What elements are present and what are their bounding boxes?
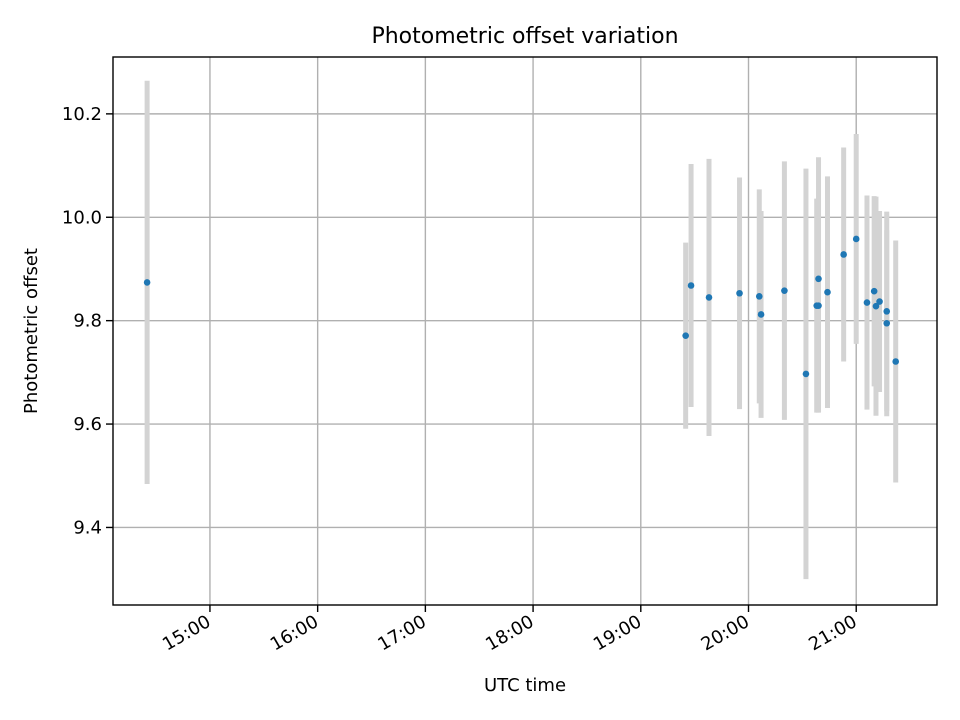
data-point (876, 298, 883, 305)
data-point (705, 294, 713, 301)
y-tick-label: 9.4 (73, 517, 102, 538)
data-point (840, 251, 847, 258)
data-point (824, 288, 831, 296)
y-tick-label: 9.6 (73, 414, 102, 435)
plot-frame (112, 56, 938, 606)
y-axis-ticks: 9.4 9.6 9.8 10.0 10.2 (62, 104, 113, 538)
data-point (687, 282, 695, 289)
data-point (736, 289, 743, 297)
y-tick-label: 10.0 (62, 207, 102, 228)
data-point (892, 358, 900, 365)
data-point (755, 293, 763, 300)
x-tick-label: 15:00 (159, 611, 214, 655)
grid-lines (113, 57, 937, 605)
x-tick-label: 17:00 (374, 611, 429, 655)
data-point (781, 287, 788, 294)
y-tick-label: 10.2 (62, 104, 102, 125)
x-tick-label: 18:00 (482, 611, 537, 655)
data-point (863, 299, 871, 306)
x-tick-label: 20:00 (698, 611, 753, 655)
data-point (883, 319, 891, 327)
x-tick-label: 21:00 (805, 611, 860, 655)
y-axis-label: Photometric offset (21, 248, 42, 414)
data-point (757, 311, 765, 318)
data-point (815, 275, 822, 283)
data-point (682, 332, 689, 339)
data-point (883, 308, 891, 315)
x-tick-label: 19:00 (590, 611, 645, 655)
data-point (815, 302, 822, 309)
data-points (143, 235, 900, 378)
x-axis-label: UTC time (484, 675, 566, 696)
y-tick-label: 9.8 (73, 311, 102, 332)
data-point (852, 235, 860, 243)
data-point (872, 302, 880, 310)
data-point (802, 370, 810, 378)
error-bars (144, 80, 899, 580)
data-point (870, 287, 878, 295)
x-axis-ticks: 15:00 16:00 17:00 18:00 19:00 20:00 21:00 (159, 605, 861, 655)
chart-title: Photometric offset variation (371, 24, 678, 49)
x-tick-label: 16:00 (267, 611, 322, 655)
data-point (143, 279, 151, 286)
